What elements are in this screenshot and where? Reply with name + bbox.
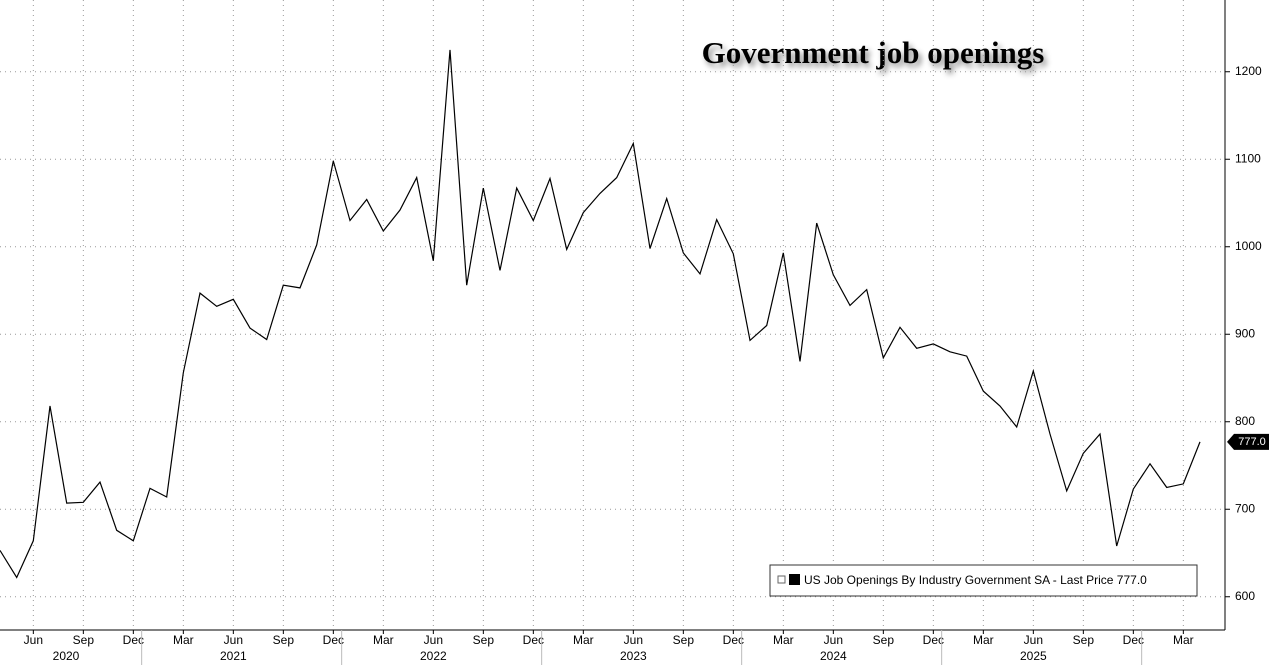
line-series xyxy=(0,49,1201,579)
last-value-label: 777.0 xyxy=(1238,436,1266,448)
x-tick-label: Jun xyxy=(624,633,643,647)
y-tick-label: 800 xyxy=(1235,414,1255,428)
x-tick-label: Jun xyxy=(224,633,243,647)
x-tick-label: Mar xyxy=(173,633,194,647)
x-tick-label: Sep xyxy=(873,633,895,647)
x-tick-label: Mar xyxy=(973,633,994,647)
x-tick-label: Dec xyxy=(723,633,744,647)
year-label: 2021 xyxy=(220,649,247,663)
x-tick-label: Dec xyxy=(123,633,144,647)
x-tick-label: Sep xyxy=(273,633,295,647)
year-label: 2025 xyxy=(1020,649,1047,663)
y-tick-label: 700 xyxy=(1235,501,1255,515)
x-tick-label: Mar xyxy=(1173,633,1194,647)
y-tick-label: 1100 xyxy=(1235,151,1261,165)
y-tick-label: 600 xyxy=(1235,589,1255,603)
last-value-tag xyxy=(1227,433,1269,450)
x-tick-label: Sep xyxy=(73,633,95,647)
x-tick-label: Jun xyxy=(424,633,443,647)
legend-swatch xyxy=(789,574,800,585)
y-tick-label: 900 xyxy=(1235,326,1255,340)
year-label: 2023 xyxy=(620,649,647,663)
x-tick-label: Dec xyxy=(1123,633,1144,647)
x-tick-label: Sep xyxy=(673,633,695,647)
x-tick-label: Dec xyxy=(323,633,344,647)
x-tick-label: Mar xyxy=(573,633,594,647)
year-label: 2022 xyxy=(420,649,447,663)
legend-box xyxy=(769,564,1198,597)
x-tick-label: Sep xyxy=(1073,633,1095,647)
x-tick-label: Dec xyxy=(923,633,944,647)
x-tick-label: Jun xyxy=(24,633,43,647)
y-tick-label: 1000 xyxy=(1235,239,1262,253)
year-label: 2020 xyxy=(53,649,80,663)
x-tick-label: Mar xyxy=(373,633,394,647)
legend-toggle xyxy=(777,575,786,584)
x-tick-label: Jun xyxy=(1024,633,1043,647)
legend-label: US Job Openings By Industry Government S… xyxy=(804,573,1147,587)
x-tick-label: Dec xyxy=(523,633,544,647)
x-tick-label: Jun xyxy=(824,633,843,647)
chart-title: Government job openings xyxy=(702,35,1045,70)
x-tick-label: Mar xyxy=(773,633,794,647)
year-label: 2024 xyxy=(820,649,847,663)
x-tick-label: Sep xyxy=(473,633,495,647)
y-tick-label: 1200 xyxy=(1235,64,1262,78)
